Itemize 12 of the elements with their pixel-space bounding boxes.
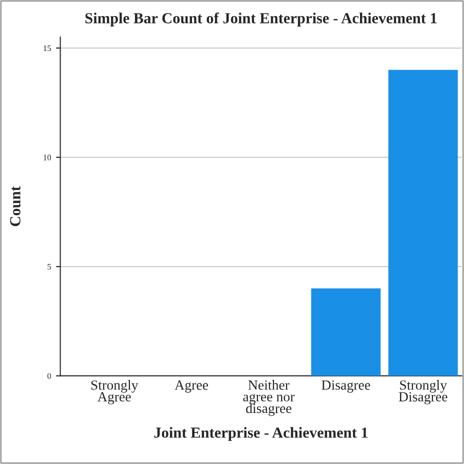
x-tick-label: Strongly Disagree xyxy=(398,380,448,404)
x-tick-label: Disagree xyxy=(322,380,370,393)
y-tick-label: 0 xyxy=(47,373,51,379)
y-tick-label: 15 xyxy=(44,45,51,52)
x-tick-label: Agree xyxy=(174,380,208,393)
y-tick-label: 5 xyxy=(48,264,51,270)
x-tick-label: Neither agree nor disagree xyxy=(243,380,295,416)
y-tick-label: 10 xyxy=(44,154,51,160)
x-tick-label: Strongly Agree xyxy=(91,380,138,404)
x-axis-title: Joint Enterprise - Achievement 1 xyxy=(154,427,368,441)
y-axis-title: Count xyxy=(10,186,20,226)
chart-title: Simple Bar Count of Joint Enterprise - Achievement 1 xyxy=(85,12,437,26)
